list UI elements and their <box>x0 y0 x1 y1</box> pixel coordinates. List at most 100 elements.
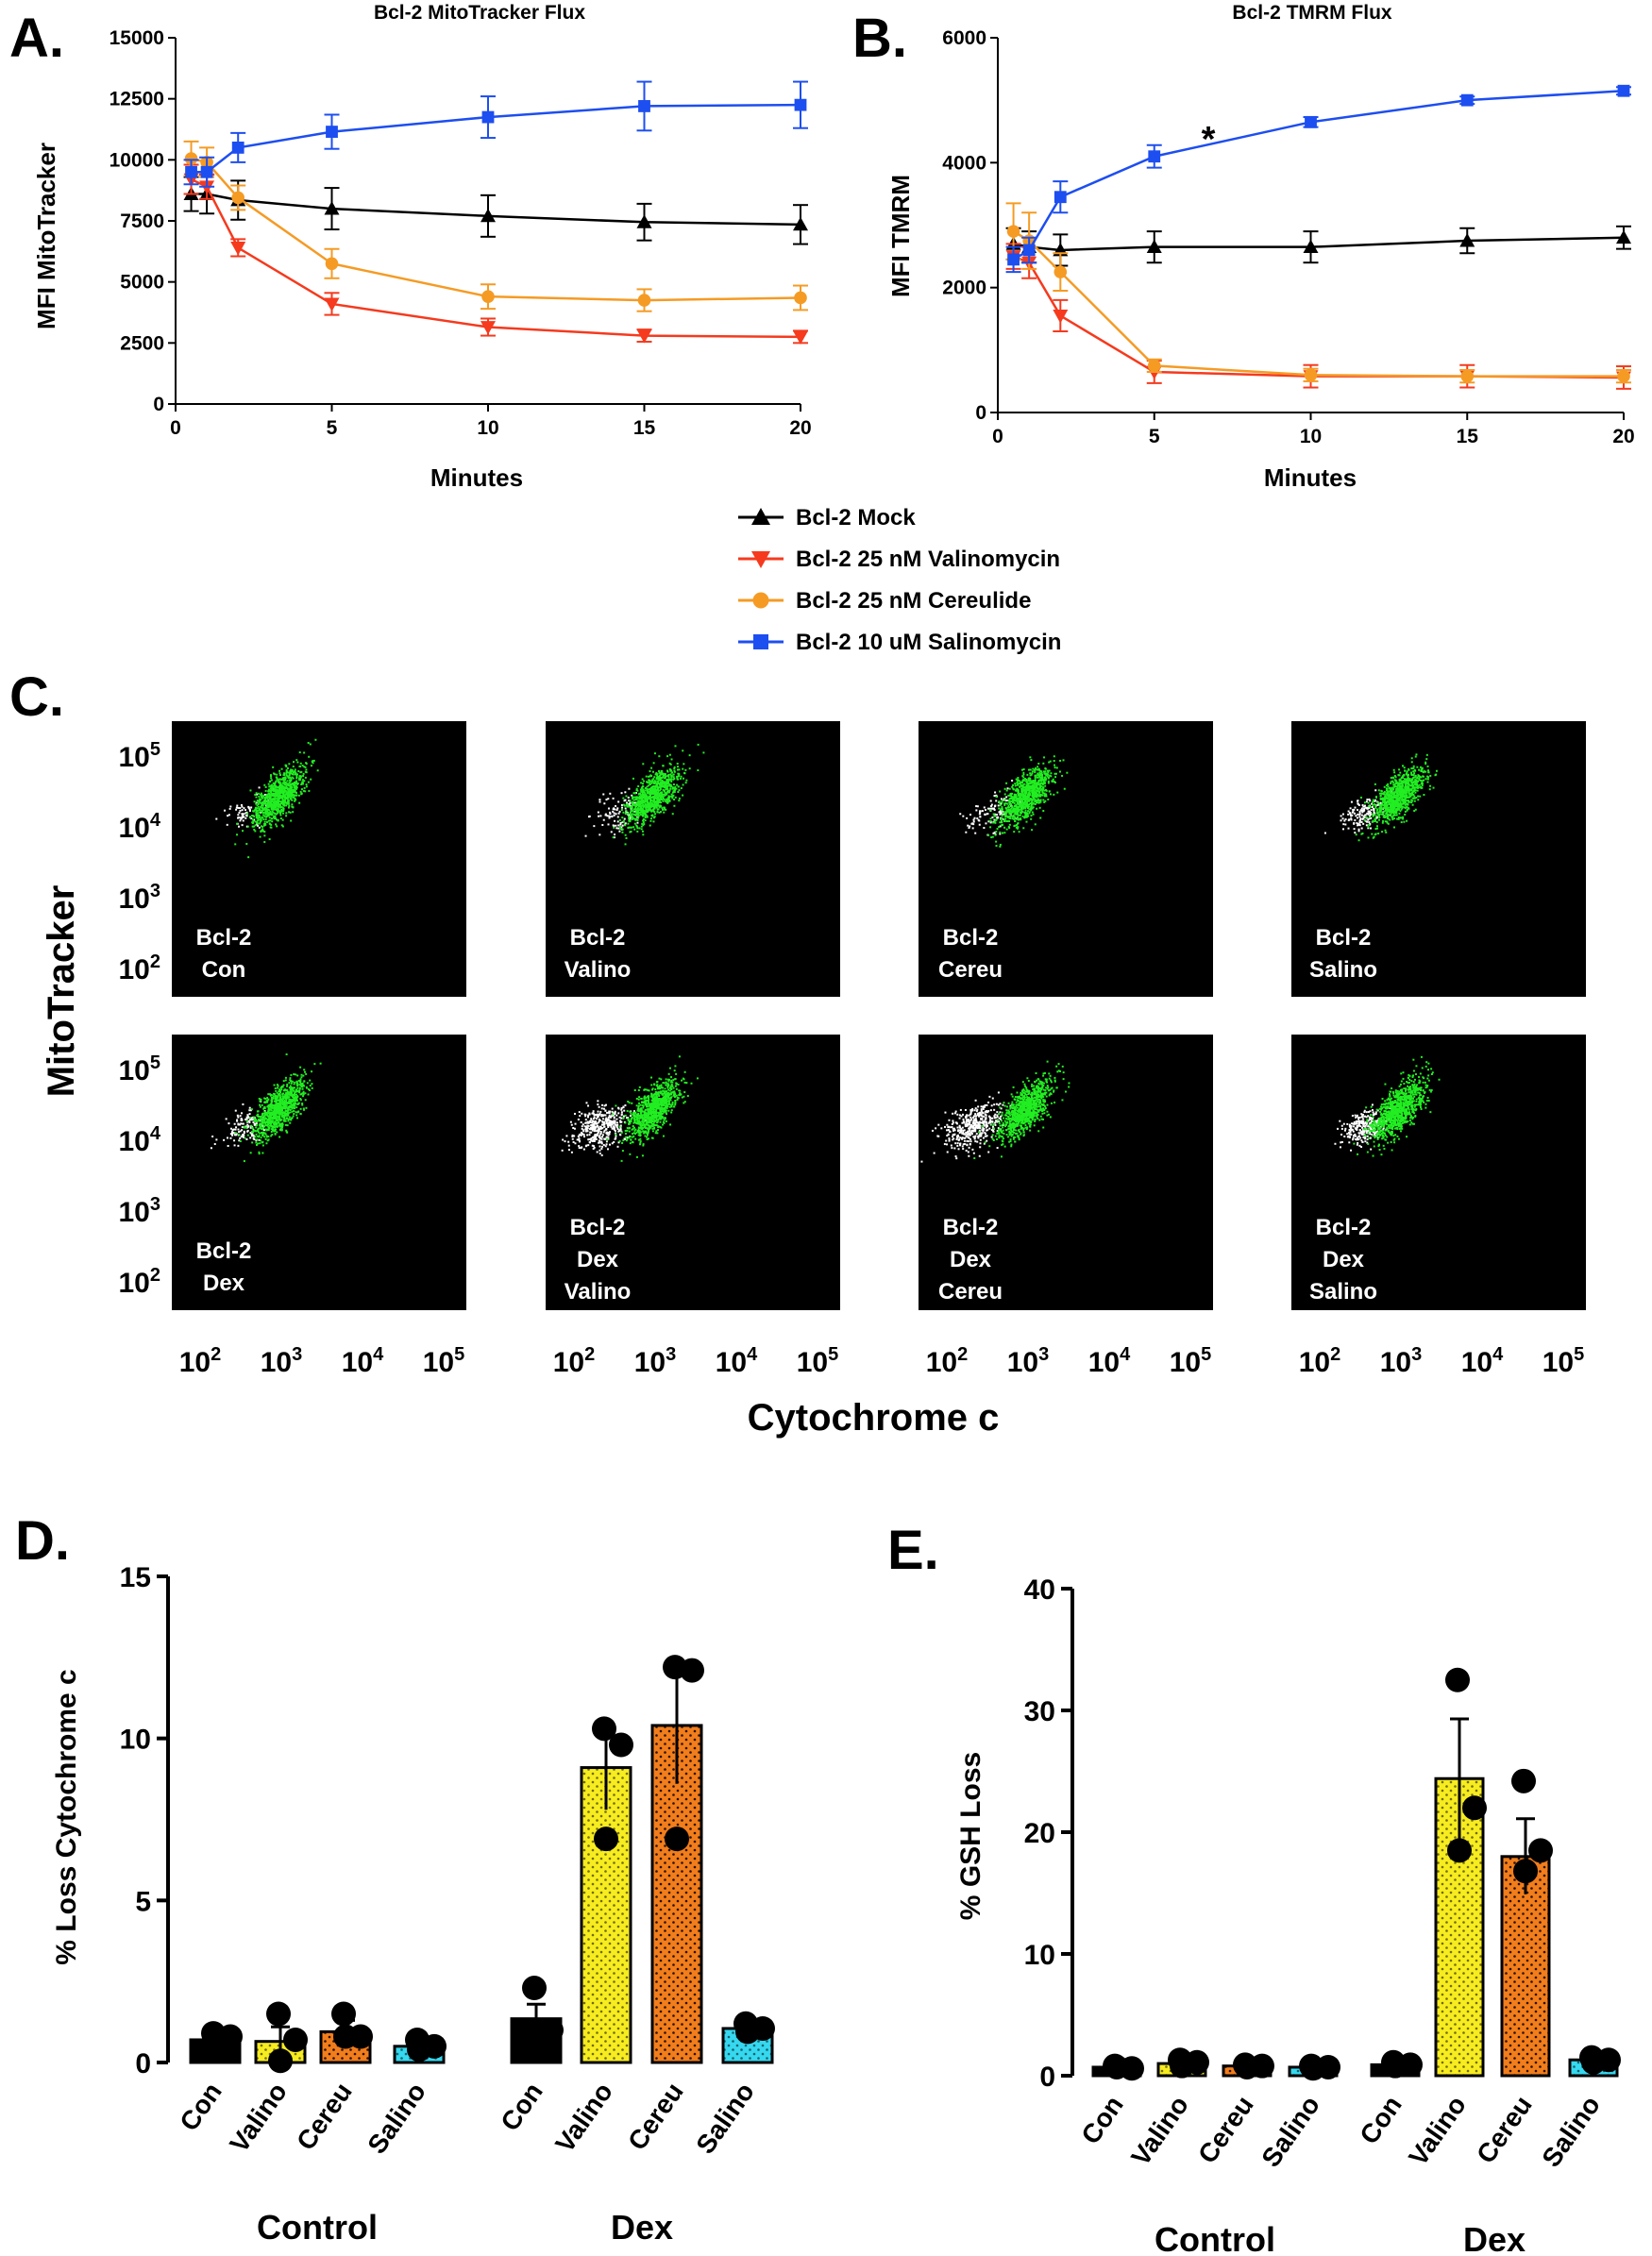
flow-dot-green <box>999 804 1002 807</box>
flow-dot-white <box>244 1118 247 1120</box>
flow-dot-green <box>1042 810 1045 813</box>
flow-dot-green <box>1020 794 1023 797</box>
flow-dot-white <box>1368 807 1371 810</box>
flow-dot-green <box>286 775 289 778</box>
flow-dot-green <box>288 1105 291 1108</box>
flow-dot-green <box>641 786 644 789</box>
flow-dot-green <box>287 1109 290 1112</box>
flow-dot-green <box>635 825 638 828</box>
flow-dot-green <box>1016 789 1019 792</box>
flow-dot-green <box>670 778 673 781</box>
flow-dot-green <box>1001 821 1003 824</box>
flow-dot-green <box>1399 806 1402 809</box>
flow-dot-green <box>1407 780 1409 783</box>
flow-dot-green <box>1045 789 1048 792</box>
flow-dot-green <box>666 782 669 784</box>
flow-dot-green <box>654 796 657 799</box>
flow-dot-green <box>1389 800 1391 803</box>
flow-dot-green <box>1403 773 1406 776</box>
flow-dot-white <box>1347 827 1350 830</box>
flow-dot-green <box>1411 791 1414 794</box>
flow-dot-green <box>655 797 658 800</box>
flow-dot-green <box>629 831 632 833</box>
flow-dot-green <box>656 811 659 814</box>
flow-dot-green <box>674 785 677 788</box>
flow-dot-green <box>1411 800 1414 802</box>
flow-dot-green <box>664 774 666 777</box>
flow-dot-green <box>665 783 667 785</box>
flow-dot-green <box>1039 793 1042 796</box>
flow-dot-green <box>639 788 642 791</box>
flow-dot-green <box>1024 800 1027 803</box>
flow-dot-green <box>664 783 666 785</box>
flow-dot-green <box>284 1107 287 1110</box>
flow-dot-white <box>1349 814 1352 817</box>
data-point-salinomycin <box>1022 244 1036 257</box>
flow-dot-green <box>1020 787 1022 790</box>
flow-dot-green <box>243 1160 245 1163</box>
flow-dot-green <box>281 785 284 788</box>
flow-dot-green <box>255 792 258 795</box>
flow-dot-green <box>1026 788 1029 791</box>
flow-dot-green <box>1032 797 1035 800</box>
flow-dot-green <box>651 814 654 817</box>
flow-dot-green <box>647 803 649 806</box>
flow-dot-green <box>1030 804 1033 807</box>
flow-dot-white <box>1357 800 1359 802</box>
flow-dot-green <box>1374 806 1377 809</box>
flow-label-line: Bcl-2 <box>196 925 252 951</box>
flow-dot-white <box>235 808 238 811</box>
flow-dot-green <box>1379 795 1382 798</box>
flow-dot-green <box>1017 788 1020 791</box>
flow-dot-green <box>660 776 663 779</box>
flow-dot-green <box>1389 788 1391 791</box>
flow-dot-green <box>665 798 667 800</box>
flow-plot-background <box>919 721 1213 997</box>
flow-dot-white <box>990 807 993 810</box>
x-tick-label: 0 <box>170 417 181 439</box>
flow-dot-green <box>1030 784 1033 787</box>
flow-dot-green <box>640 804 643 807</box>
flow-dot-green <box>291 795 294 798</box>
flow-dot-green <box>1011 792 1014 795</box>
flow-dot-green <box>1421 783 1424 786</box>
flow-dot-green <box>644 810 647 813</box>
flow-dot-green <box>280 791 283 794</box>
flow-dot-green <box>1039 776 1042 779</box>
flow-dot-white <box>228 1122 230 1125</box>
flow-dot-green <box>298 766 301 768</box>
flow-dot-green <box>1381 792 1384 795</box>
flow-dot-green <box>1008 817 1011 819</box>
flow-dot-green <box>667 800 670 803</box>
flow-dot-green <box>678 789 681 792</box>
flow-dot-green <box>996 828 999 831</box>
flow-dot-white <box>227 815 229 817</box>
flow-dot-white <box>972 823 975 826</box>
flow-dot-green <box>274 1093 277 1096</box>
flow-dot-green <box>677 778 680 781</box>
flow-dot-green <box>1004 813 1007 816</box>
green-dot-population <box>234 738 319 859</box>
flow-dot-green <box>633 822 636 825</box>
flow-dot-green <box>1387 783 1390 785</box>
flow-dot-green <box>1029 768 1032 771</box>
flow-dot-green <box>676 775 679 778</box>
flow-dot-green <box>648 806 650 809</box>
flow-dot-green <box>1386 811 1389 814</box>
flow-dot-green <box>634 817 637 820</box>
flow-dot-green <box>290 789 293 792</box>
flow-dot-white <box>254 1122 257 1125</box>
flow-dot-white <box>620 826 623 829</box>
flow-dot-green <box>1360 833 1363 835</box>
flow-dot-green <box>275 781 278 783</box>
flow-dot-green <box>1042 799 1045 801</box>
flow-dot-green <box>272 766 275 768</box>
flow-dot-green <box>1028 803 1031 806</box>
flow-dot-green <box>276 825 278 828</box>
flow-dot-green <box>276 773 278 776</box>
flow-dot-white <box>615 813 617 816</box>
flow-dot-green <box>265 1142 268 1145</box>
flow-dot-green <box>668 767 671 770</box>
flow-dot-green <box>1018 798 1020 800</box>
flow-dot-green <box>1399 782 1402 784</box>
